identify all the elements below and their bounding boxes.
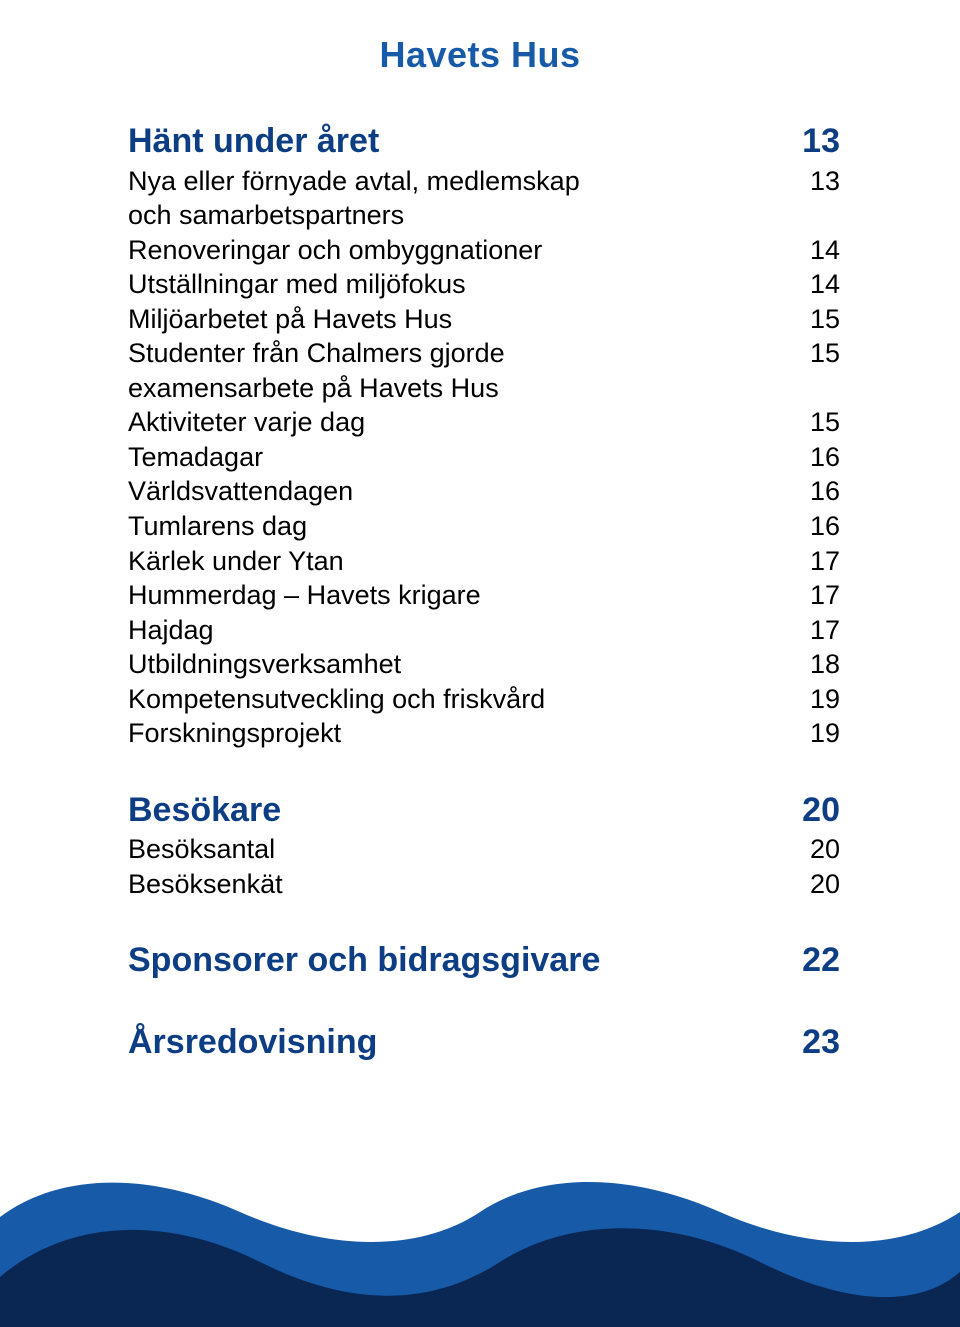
- toc-item-page: 15: [794, 302, 840, 337]
- toc-item-page: 13: [794, 164, 840, 233]
- toc-section-title-label: Årsredovisning: [128, 1021, 377, 1065]
- toc-section-title-label: Besökare: [128, 789, 281, 833]
- toc-section-title[interactable]: Sponsorer och bidragsgivare 22: [128, 939, 840, 983]
- toc-item-page: 19: [794, 716, 840, 751]
- toc-section-gap: [128, 901, 840, 939]
- toc-item-page: 17: [794, 578, 840, 613]
- toc-item-label: Hummerdag – Havets krigare: [128, 578, 481, 613]
- toc-section-title[interactable]: Besökare 20: [128, 789, 840, 833]
- toc-section-title[interactable]: Hänt under året 13: [128, 120, 840, 164]
- toc-item[interactable]: Miljöarbetet på Havets Hus 15: [128, 302, 840, 337]
- toc-item[interactable]: Utbildningsverksamhet 18: [128, 647, 840, 682]
- toc-item[interactable]: Kompetensutveckling och friskvård 19: [128, 682, 840, 717]
- toc-item[interactable]: Tumlarens dag 16: [128, 509, 840, 544]
- wave-footer-decoration: [0, 1157, 960, 1327]
- page-header-title: Havets Hus: [0, 34, 960, 76]
- toc-item-label: Utbildningsverksamhet: [128, 647, 401, 682]
- toc-item-page: 16: [794, 509, 840, 544]
- toc-item-label: Tumlarens dag: [128, 509, 307, 544]
- toc-item[interactable]: Studenter från Chalmers gjorde examensar…: [128, 336, 840, 405]
- toc-section-title-label: Sponsorer och bidragsgivare: [128, 939, 600, 983]
- document-page: Havets Hus Hänt under året 13 Nya eller fö…: [0, 0, 960, 1327]
- toc-item[interactable]: Besöksantal 20: [128, 832, 840, 867]
- toc-item-label: Utställningar med miljöfokus: [128, 267, 466, 302]
- toc-item-page: 14: [794, 233, 840, 268]
- toc-item[interactable]: Besöksenkät 20: [128, 867, 840, 902]
- toc-item[interactable]: Hummerdag – Havets krigare 17: [128, 578, 840, 613]
- toc-item[interactable]: Nya eller förnyade avtal, medlemskap och…: [128, 164, 840, 233]
- toc-item-label: Besöksantal: [128, 832, 275, 867]
- toc-item-label: Aktiviteter varje dag: [128, 405, 365, 440]
- toc-section-title-page: 23: [786, 1021, 840, 1065]
- toc-section-title-page: 20: [786, 789, 840, 833]
- toc-item-label: Forskningsprojekt: [128, 716, 341, 751]
- toc-item[interactable]: Aktiviteter varje dag 15: [128, 405, 840, 440]
- toc-item-page: 15: [794, 405, 840, 440]
- toc-section-title[interactable]: Årsredovisning 23: [128, 1021, 840, 1065]
- toc-item-label: Kärlek under Ytan: [128, 544, 344, 579]
- toc-item-page: 20: [794, 832, 840, 867]
- toc-item-page: 18: [794, 647, 840, 682]
- toc-item-label: Temadagar: [128, 440, 263, 475]
- toc-item[interactable]: Hajdag 17: [128, 613, 840, 648]
- toc-item-page: 19: [794, 682, 840, 717]
- toc-item-label: Miljöarbetet på Havets Hus: [128, 302, 452, 337]
- toc-item-page: 17: [794, 613, 840, 648]
- toc-section-title-label: Hänt under året: [128, 120, 379, 164]
- toc-item[interactable]: Forskningsprojekt 19: [128, 716, 840, 751]
- toc-section-gap: [128, 751, 840, 789]
- toc-item-page: 16: [794, 474, 840, 509]
- toc-item-label: Besöksenkät: [128, 867, 283, 902]
- toc-item[interactable]: Utställningar med miljöfokus 14: [128, 267, 840, 302]
- toc-item[interactable]: Temadagar 16: [128, 440, 840, 475]
- toc-item-page: 15: [794, 336, 840, 405]
- toc-item-label: Renoveringar och ombyggnationer: [128, 233, 542, 268]
- toc-item-page: 16: [794, 440, 840, 475]
- toc-item-page: 14: [794, 267, 840, 302]
- table-of-contents: Hänt under året 13 Nya eller förnyade avta…: [128, 120, 840, 1064]
- toc-item-label: Kompetensutveckling och friskvård: [128, 682, 545, 717]
- toc-item-page: 17: [794, 544, 840, 579]
- toc-item[interactable]: Renoveringar och ombyggnationer 14: [128, 233, 840, 268]
- toc-item-label: Nya eller förnyade avtal, medlemskap och…: [128, 164, 580, 233]
- toc-item[interactable]: Kärlek under Ytan 17: [128, 544, 840, 579]
- toc-item[interactable]: Världsvattendagen 16: [128, 474, 840, 509]
- toc-item-label: Studenter från Chalmers gjorde examensar…: [128, 336, 505, 405]
- toc-item-label: Hajdag: [128, 613, 214, 648]
- toc-item-label: Världsvattendagen: [128, 474, 353, 509]
- toc-section-gap: [128, 983, 840, 1021]
- toc-section-title-page: 22: [786, 939, 840, 983]
- wave-svg: [0, 1157, 960, 1327]
- toc-item-page: 20: [794, 867, 840, 902]
- toc-section-title-page: 13: [786, 120, 840, 164]
